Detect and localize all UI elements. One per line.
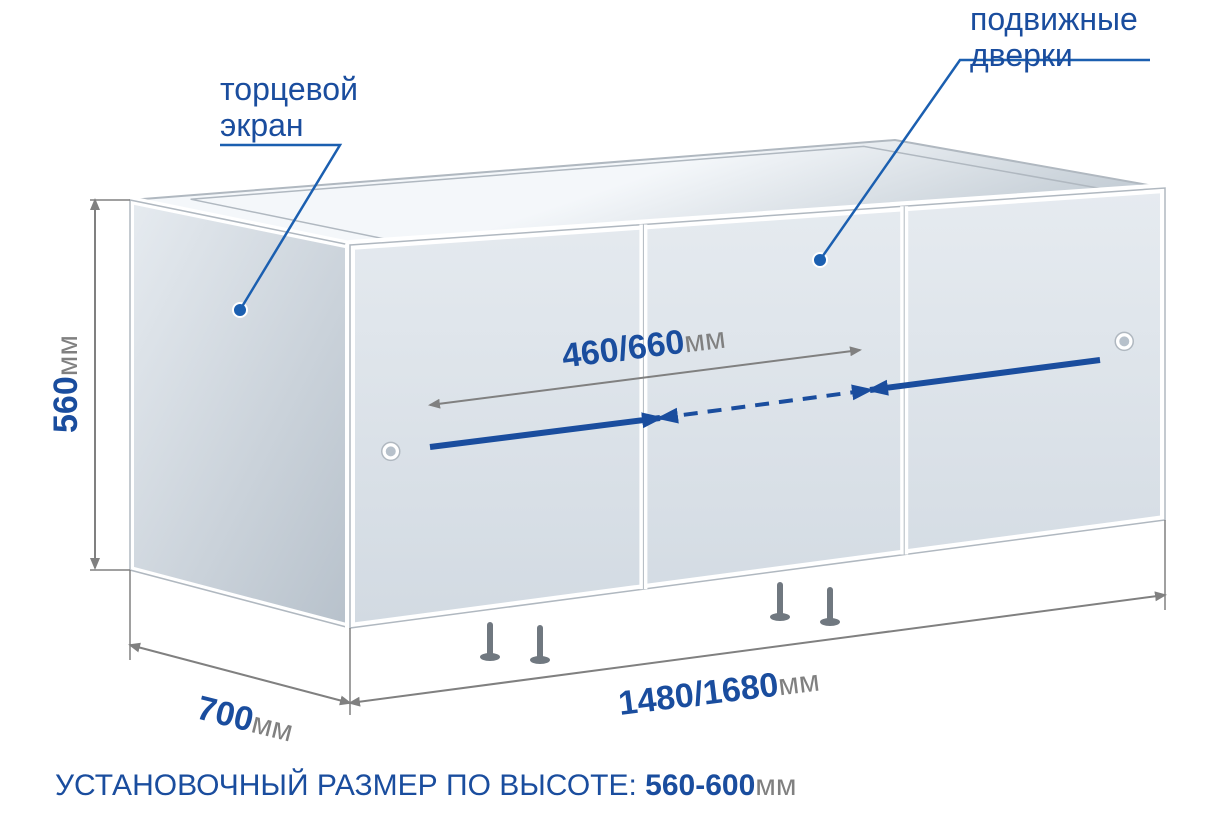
leg-foot — [820, 618, 840, 626]
dim-depth-label: 700мм — [193, 689, 297, 750]
callout-doors: подвижныедверки — [970, 1, 1138, 73]
leg-foot — [770, 613, 790, 621]
leg-foot — [480, 653, 500, 661]
door-handle-inner — [386, 446, 396, 456]
callout-end-panel: торцевойэкран — [220, 71, 358, 143]
leg-foot — [530, 656, 550, 664]
dim-height-label: 560мм — [47, 335, 85, 433]
door-handle-inner — [1119, 336, 1129, 346]
footer-note: УСТАНОВОЧНЫЙ РАЗМЕР ПО ВЫСОТЕ: 560-600мм — [55, 768, 797, 802]
front-panel — [350, 188, 1165, 628]
end-panel — [130, 200, 350, 628]
dim-depth — [130, 645, 350, 703]
dim-length-label: 1480/1680мм — [616, 661, 821, 723]
